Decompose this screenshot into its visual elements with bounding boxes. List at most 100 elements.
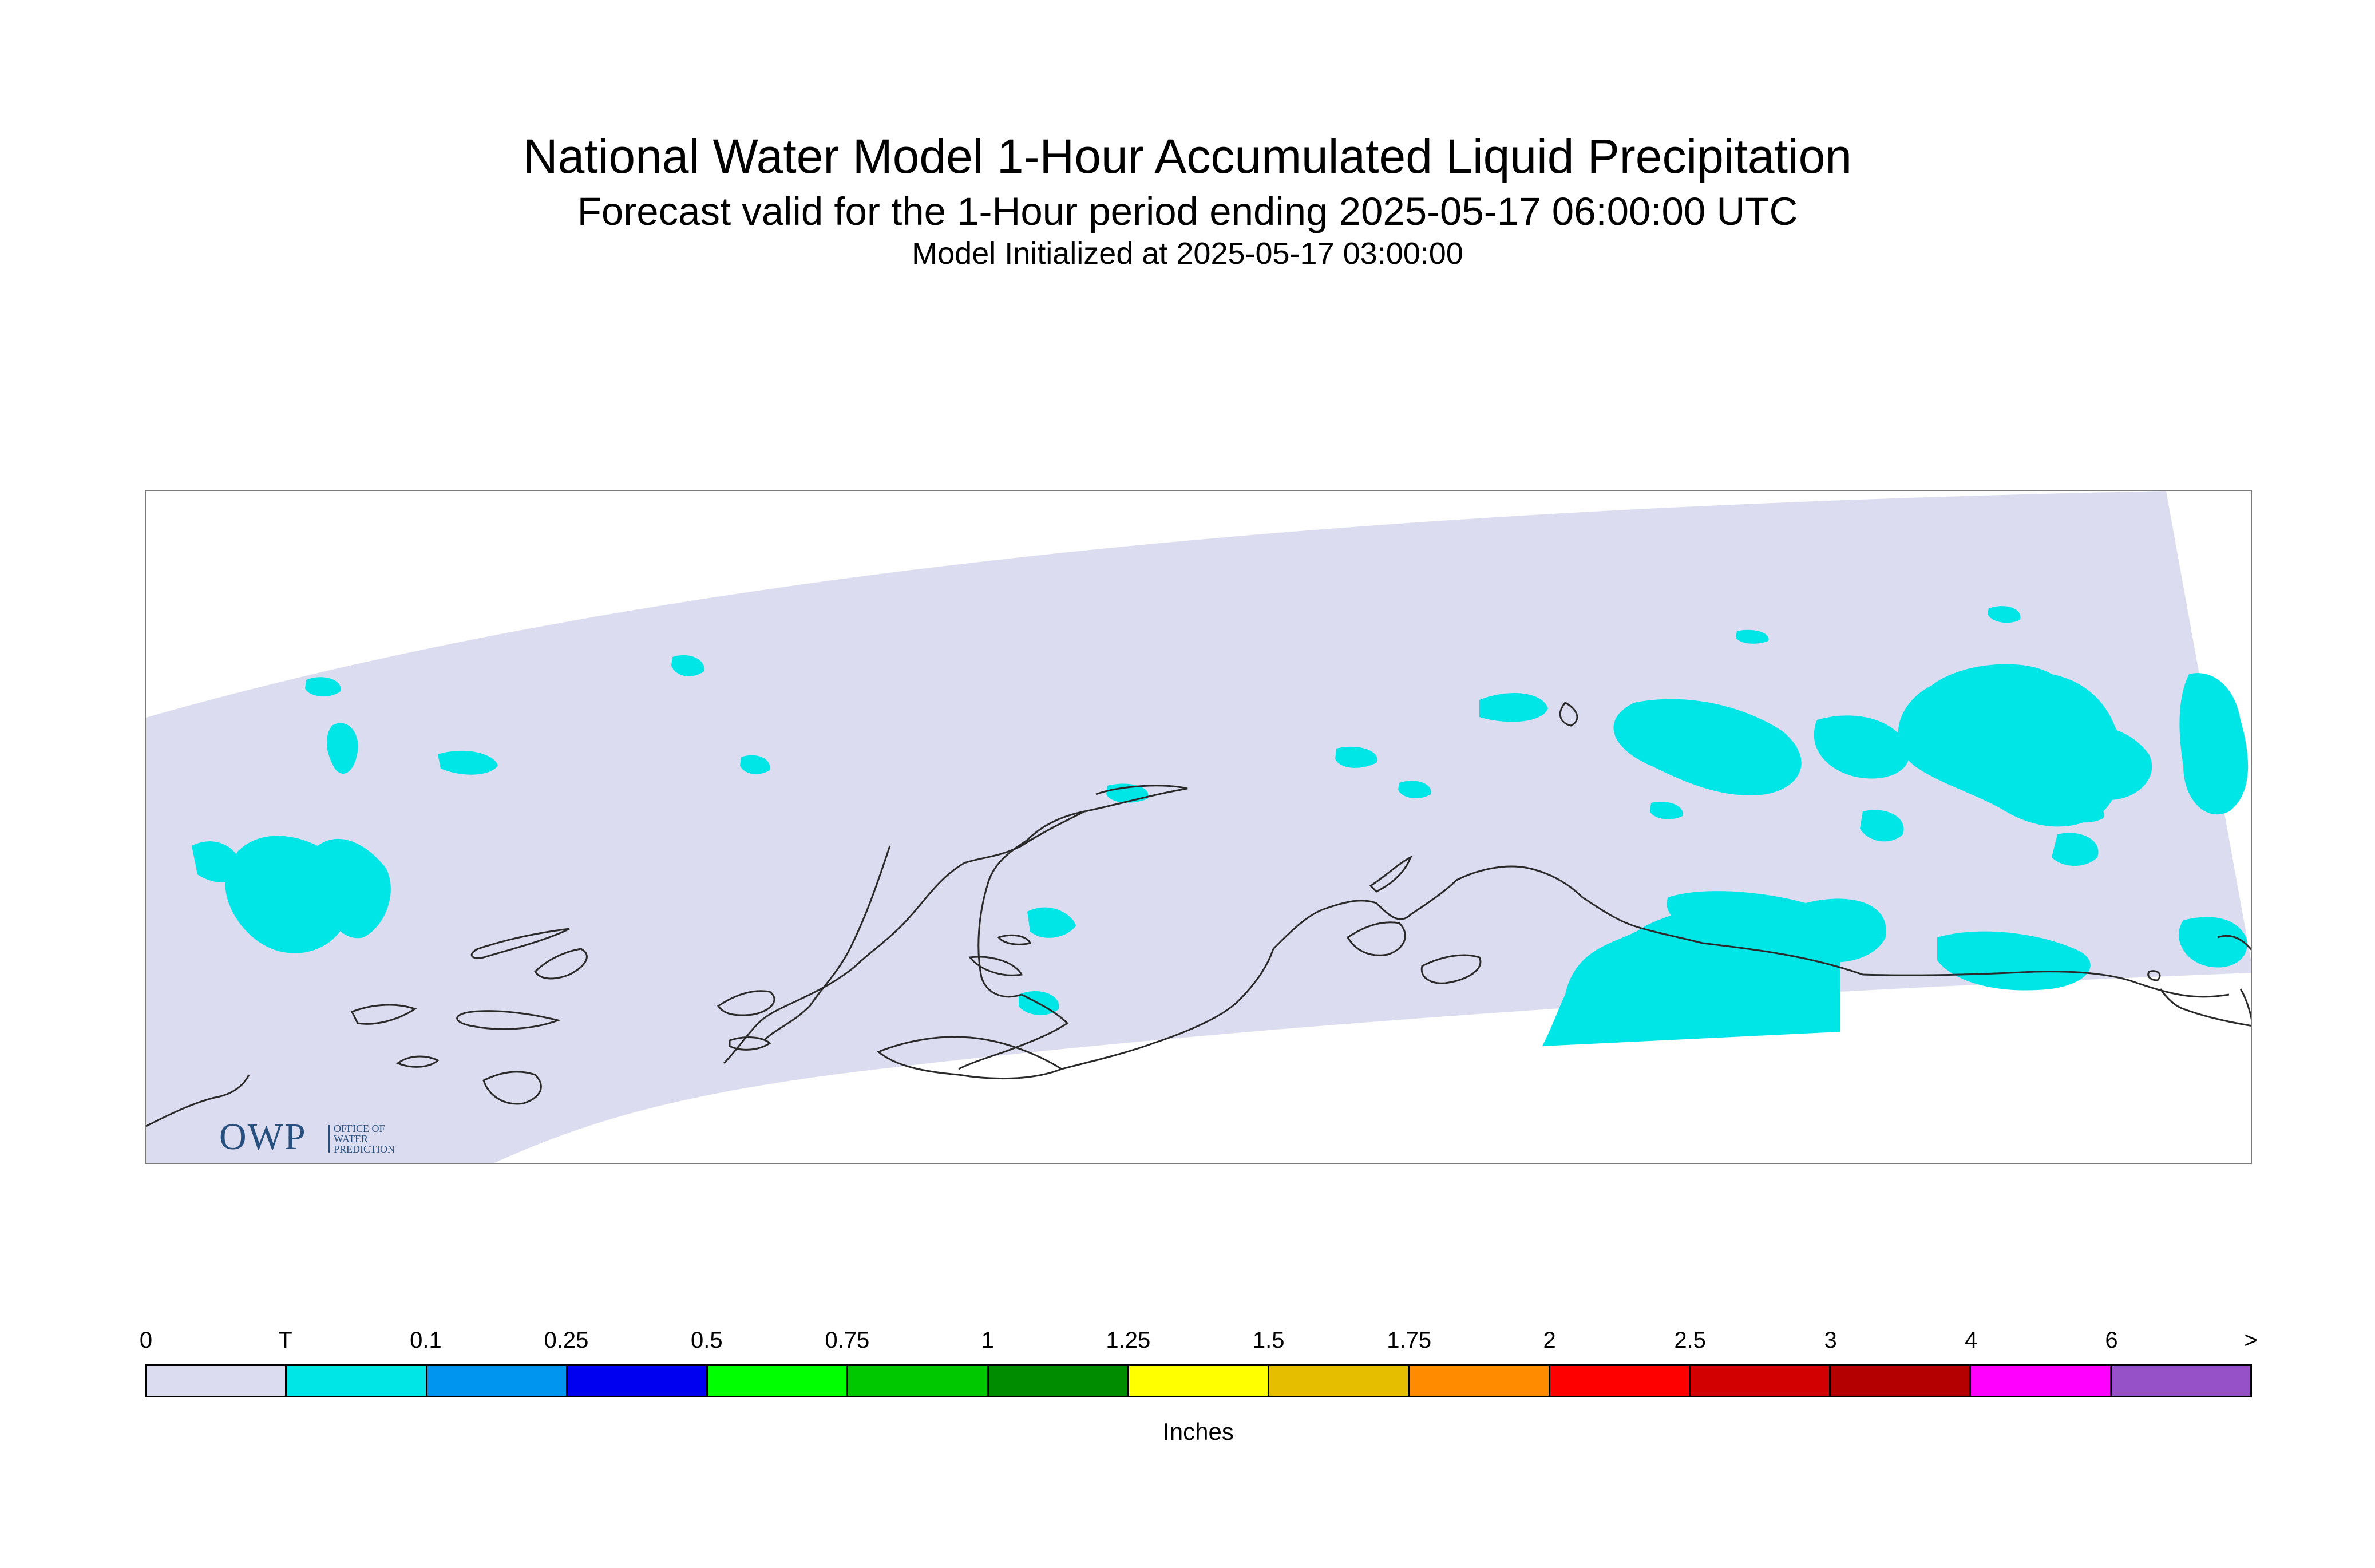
legend-tick-label: 1.75 — [1387, 1328, 1432, 1353]
trace-area — [1398, 781, 1431, 798]
coastline — [763, 845, 891, 1042]
coastline — [2159, 988, 2251, 1027]
coastline — [1346, 921, 1406, 956]
trace-area — [1613, 699, 1802, 795]
coastline — [723, 993, 810, 1064]
legend-tick-label: 3 — [1824, 1328, 1837, 1353]
legend-swatch — [1971, 1366, 2112, 1396]
coastline — [395, 1055, 440, 1068]
trace-area — [1479, 693, 1548, 722]
coastline — [1559, 702, 1578, 727]
coastline — [958, 993, 1069, 1070]
trace-area — [1335, 746, 1378, 768]
legend-swatch — [1550, 1366, 1691, 1396]
legend-tick-label: 0.1 — [410, 1328, 442, 1353]
trace-area — [2052, 833, 2099, 866]
legend-tick-label: 4 — [1964, 1328, 1978, 1353]
trace-area — [2062, 801, 2104, 823]
trace-area — [2068, 727, 2152, 800]
legend-swatch — [1129, 1366, 1270, 1396]
coastline-outlines — [146, 702, 2251, 1127]
legend-tick-label: > — [2244, 1328, 2258, 1353]
model-domain — [146, 491, 2251, 1163]
trace-area — [2179, 673, 2249, 815]
legend-tick-label: 6 — [2105, 1328, 2118, 1353]
color-legend: 0 T 0.1 0.25 0.5 0.75 1 1.25 1.5 1.75 2 2.5 3 4 6 > Inc… — [140, 1328, 2258, 1499]
legend-swatch — [848, 1366, 989, 1396]
coastline — [1456, 865, 1703, 944]
legend-swatch — [147, 1366, 287, 1396]
legend-tick-label: 0 — [139, 1328, 153, 1353]
model-init-label: Model Initialized at 2025-05-17 03:00:00 — [912, 236, 1463, 271]
trace-area — [438, 750, 498, 775]
map-subtitle: Forecast valid for the 1-Hour period end… — [577, 189, 1798, 233]
legend-tick-label: 2.5 — [1674, 1328, 1706, 1353]
svg-text:OFFICE OF: OFFICE OF — [334, 1123, 385, 1134]
trace-area — [2179, 917, 2247, 968]
coastline — [2217, 935, 2251, 951]
coastline — [809, 810, 1085, 996]
legend-units-label: Inches — [1163, 1418, 1234, 1445]
trace-area — [671, 655, 704, 676]
coastline — [1272, 879, 1458, 950]
map-title: National Water Model 1-Hour Accumulated … — [522, 129, 1852, 183]
coastline — [534, 948, 588, 980]
coastline — [717, 990, 775, 1016]
legend-swatch — [1690, 1366, 1831, 1396]
legend-swatch — [1269, 1366, 1410, 1396]
trace-area — [318, 838, 391, 939]
legend-tick-label: 0.75 — [825, 1328, 870, 1353]
legend-swatch — [427, 1366, 568, 1396]
coastline — [1061, 948, 1274, 1070]
legend-tick-label: 1.25 — [1106, 1328, 1151, 1353]
trace-area — [1937, 931, 2091, 991]
map-frame: OWP OFFICE OF WATER PREDICTION NOAA — [145, 490, 2252, 1164]
legend-swatch — [567, 1366, 708, 1396]
coastline — [1420, 954, 1482, 984]
coastline — [2147, 970, 2161, 981]
trace-area — [1898, 664, 2123, 827]
legend-swatch — [988, 1366, 1129, 1396]
legend-swatch — [1831, 1366, 1972, 1396]
trace-area — [1027, 907, 1076, 938]
trace-area — [1736, 629, 1769, 644]
coastline — [1702, 942, 2230, 998]
coastline — [977, 785, 1188, 998]
legend-tick-label: 0.25 — [544, 1328, 589, 1353]
legend-swatch — [708, 1366, 849, 1396]
coastline — [350, 1004, 417, 1025]
svg-text:PREDICTION: PREDICTION — [334, 1143, 395, 1155]
owp-logo: OWP OFFICE OF WATER PREDICTION — [219, 1115, 425, 1163]
legend-tick-label: 1.5 — [1252, 1328, 1285, 1353]
trace-area — [1650, 801, 1683, 819]
legend-tick-label: 1 — [981, 1328, 994, 1353]
legend-tick-label: 2 — [1543, 1328, 1556, 1353]
trace-area — [1667, 891, 1886, 963]
legend-swatch — [1410, 1366, 1550, 1396]
svg-text:WATER: WATER — [334, 1133, 368, 1145]
coastline — [456, 1010, 561, 1030]
trace-area — [1814, 715, 1910, 779]
owp-mark-icon: OWP OFFICE OF WATER PREDICTION — [219, 1116, 395, 1158]
coastline — [146, 1074, 250, 1127]
coastline — [1369, 855, 1412, 893]
trace-area — [1860, 810, 1904, 842]
trace-area — [305, 677, 341, 697]
precipitation-map — [146, 491, 2251, 1163]
coastline — [729, 1036, 771, 1051]
coastline — [470, 928, 570, 959]
trace-area — [192, 841, 243, 882]
trace-area — [1988, 606, 2021, 623]
svg-text:OWP: OWP — [219, 1116, 307, 1158]
coastline — [2239, 988, 2251, 1020]
legend-tick-label: T — [278, 1328, 292, 1353]
trace-area — [326, 723, 358, 774]
legend-colorbar — [145, 1364, 2252, 1397]
legend-swatch — [2111, 1366, 2250, 1396]
legend-swatch — [287, 1366, 428, 1396]
coastline — [997, 934, 1032, 945]
trace-area — [740, 755, 770, 774]
trace-precipitation-areas — [192, 606, 2249, 1046]
coastline — [482, 1071, 542, 1105]
legend-tick-label: 0.5 — [691, 1328, 723, 1353]
